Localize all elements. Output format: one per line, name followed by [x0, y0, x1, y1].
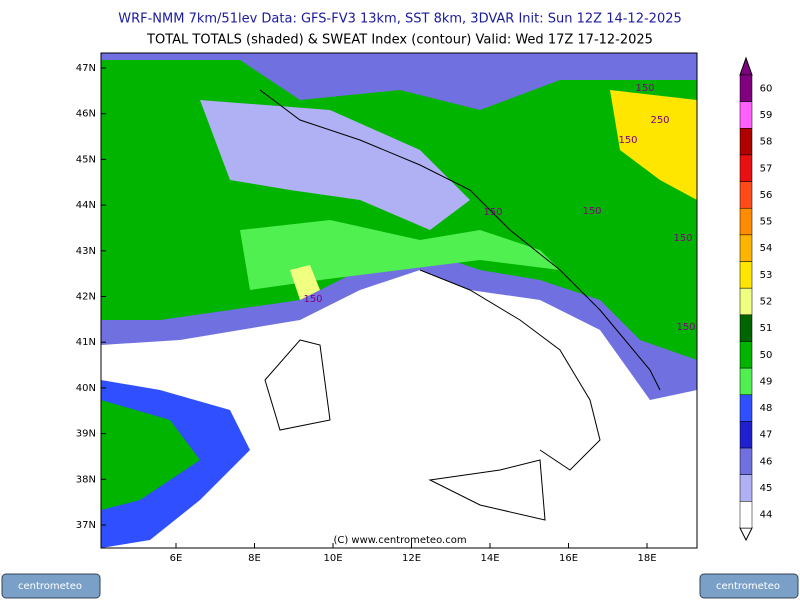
legend-label: 56: [760, 190, 773, 201]
legend-swatch: [739, 314, 753, 342]
contour-label: 150: [582, 206, 601, 217]
field-south-green: [101, 400, 200, 510]
contour-label: 150: [483, 207, 502, 218]
legend-label: 45: [760, 483, 773, 494]
legend-label: 47: [760, 430, 773, 441]
legend-label: 50: [760, 350, 773, 361]
legend-arrow-top: [739, 56, 753, 76]
lat-label: 45N: [76, 154, 96, 165]
lat-label: 42N: [76, 292, 96, 303]
header-line2: TOTAL TOTALS (shaded) & SWEAT Index (con…: [146, 33, 653, 48]
legend: 60 59 58 57 56 55 54 53 52 51 50 49 48 47 46 45 44: [739, 56, 773, 542]
contour-label: 150: [303, 294, 322, 305]
legend-swatch: [739, 181, 753, 209]
legend-label: 58: [760, 137, 773, 148]
contour-label: 150: [676, 322, 695, 333]
logo-left: centrometeo: [1, 573, 101, 599]
legend-label: 48: [760, 403, 773, 414]
map-frame: [100, 52, 698, 549]
legend-swatch: [739, 234, 753, 262]
lon-labels: 6E 8E 10E 12E 14E 16E 18E: [170, 543, 657, 564]
lat-label: 41N: [76, 337, 96, 348]
legend-swatch: [739, 421, 753, 449]
legend-label: 51: [760, 323, 773, 334]
legend-label: 60: [760, 83, 773, 94]
contour-labels: 150 250 150 150 150 150 150 150: [303, 83, 695, 333]
field-pale: [200, 100, 470, 230]
lat-label: 38N: [76, 474, 96, 485]
legend-swatch: [739, 261, 753, 289]
map-field: (C) www.centrometeo.com: [100, 52, 698, 549]
legend-label: 54: [760, 243, 773, 254]
lon-label: 10E: [323, 553, 342, 564]
lon-label: 6E: [170, 553, 183, 564]
contour-label: 150: [635, 83, 654, 94]
legend-label: 59: [760, 110, 773, 121]
logo-text: centrometeo: [18, 581, 82, 592]
legend-arrow-bottom: [739, 527, 753, 542]
contour-label: 150: [618, 135, 637, 146]
legend-swatch: [739, 287, 753, 316]
legend-label: 53: [760, 270, 773, 281]
lat-label: 43N: [76, 246, 96, 257]
contour-label: 150: [673, 233, 692, 244]
lat-label: 37N: [76, 520, 96, 531]
lon-label: 12E: [402, 553, 421, 564]
legend-swatch: [739, 74, 753, 102]
logo-text: centrometeo: [716, 581, 780, 592]
lat-label: 47N: [76, 63, 96, 74]
logo-right: centrometeo: [699, 573, 799, 599]
logo-box: [699, 573, 799, 599]
legend-label: 49: [760, 376, 773, 387]
lon-label: 18E: [637, 553, 656, 564]
legend-swatch: [739, 207, 753, 236]
lat-labels: 47N 46N 45N 44N 43N 42N 41N 40N 39N 38N 37N: [76, 63, 106, 531]
lat-label: 46N: [76, 109, 96, 120]
lon-label: 8E: [248, 553, 261, 564]
lat-label: 39N: [76, 429, 96, 440]
legend-swatch: [739, 394, 753, 422]
legend-swatch: [739, 341, 753, 369]
logo-box: [1, 573, 101, 599]
legend-swatch: [739, 501, 753, 529]
lon-label: 16E: [559, 553, 578, 564]
lat-label: 44N: [76, 200, 96, 211]
header-line1: WRF-NMM 7km/51lev Data: GFS-FV3 13km, SS…: [118, 12, 682, 27]
legend-label: 55: [760, 217, 773, 228]
legend-label: 52: [760, 297, 773, 308]
legend-swatch: [739, 447, 753, 475]
field-yellow: [610, 90, 697, 200]
legend-swatch: [739, 101, 753, 129]
field-corsica-yellow: [290, 265, 320, 300]
legend-swatch: [739, 128, 753, 156]
lat-label: 40N: [76, 383, 96, 394]
legend-swatch: [739, 367, 753, 396]
coastline: [259, 89, 661, 521]
legend-label: 57: [760, 163, 773, 174]
watermark: (C) www.centrometeo.com: [333, 535, 466, 546]
legend-swatch: [739, 154, 753, 182]
field-lightgreen: [240, 220, 560, 290]
legend-label: 44: [760, 510, 773, 521]
contour-label: 250: [650, 115, 669, 126]
legend-label: 46: [760, 456, 773, 467]
lon-label: 14E: [480, 553, 499, 564]
legend-swatch: [739, 474, 753, 502]
